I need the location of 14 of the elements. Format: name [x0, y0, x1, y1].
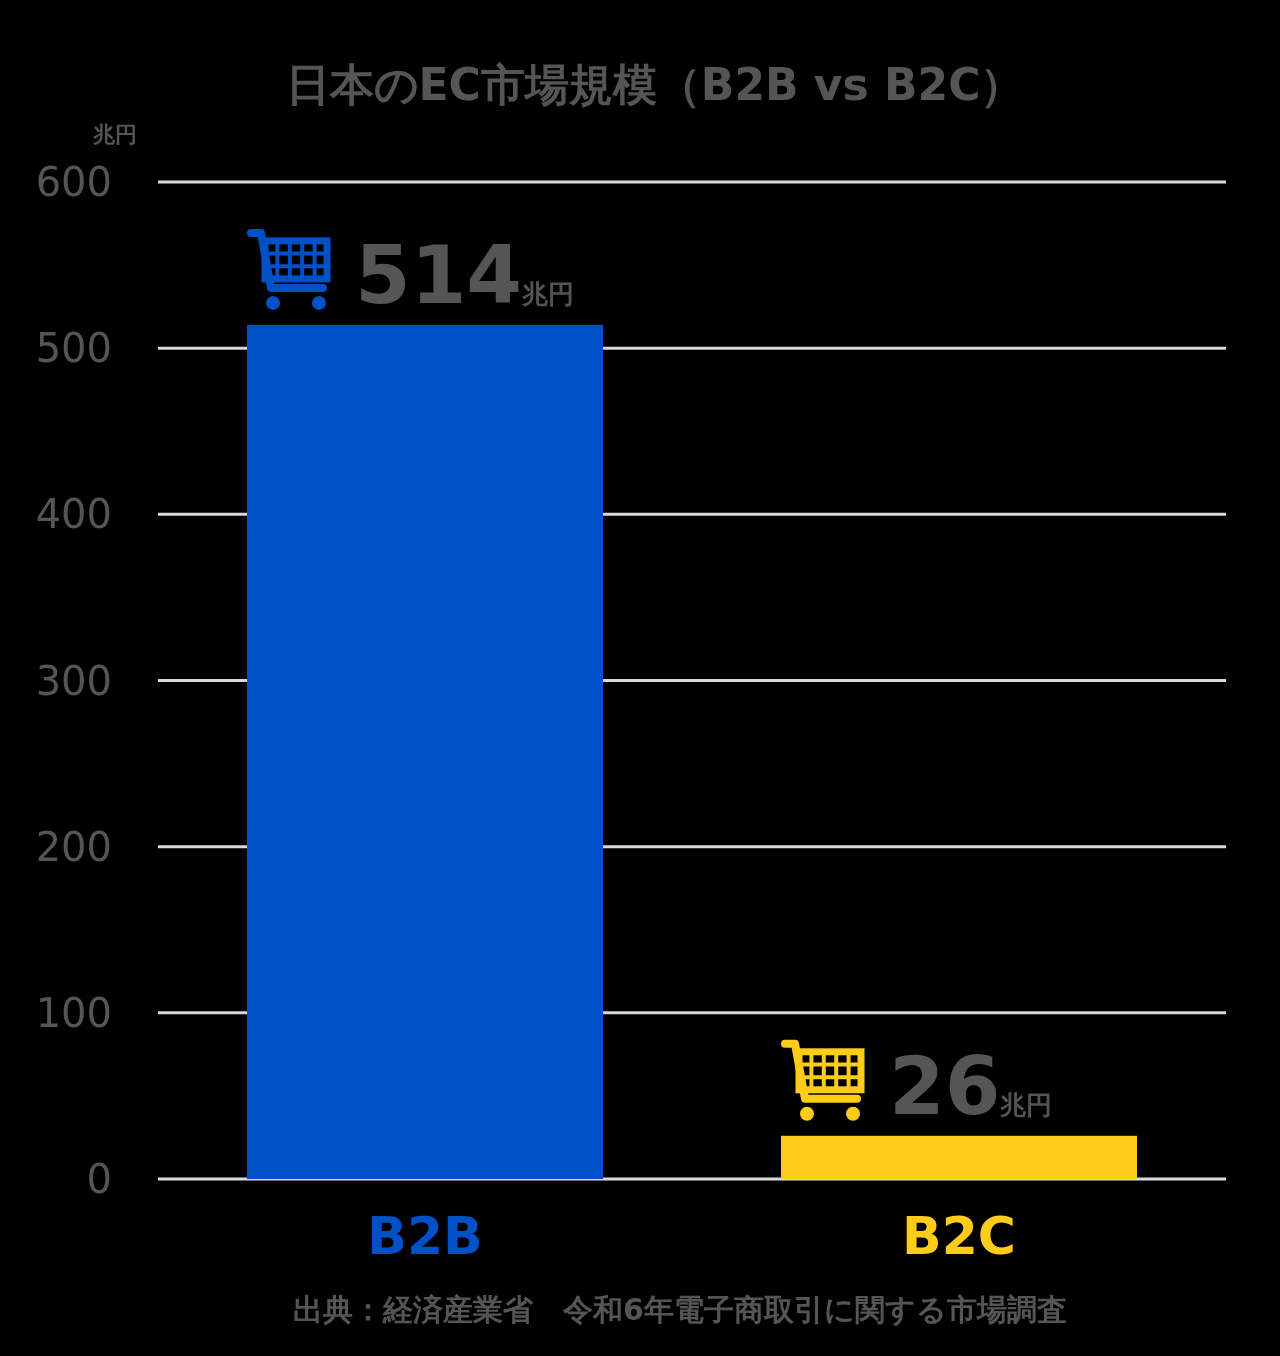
y-tick-label: 500 [35, 325, 112, 372]
source-note: 出典：経済産業省 令和6年電子商取引に関する市場調査 [293, 1292, 1067, 1327]
y-tick-label: 200 [35, 823, 112, 870]
data-label: 514兆円 [355, 228, 574, 322]
x-tick-label: B2C [902, 1206, 1016, 1266]
y-tick-label: 0 [86, 1156, 112, 1202]
y-axis-title: 兆円 [92, 122, 137, 147]
y-tick-label: 300 [35, 657, 112, 704]
y-tick-label: 600 [35, 159, 112, 205]
data-label: 26兆円 [889, 1039, 1053, 1133]
chart-title: 日本のEC市場規模（B2B vs B2C） [285, 59, 1025, 110]
x-tick-label: B2B [367, 1206, 483, 1266]
y-tick-label: 100 [35, 989, 112, 1036]
y-tick-label: 400 [35, 491, 112, 538]
